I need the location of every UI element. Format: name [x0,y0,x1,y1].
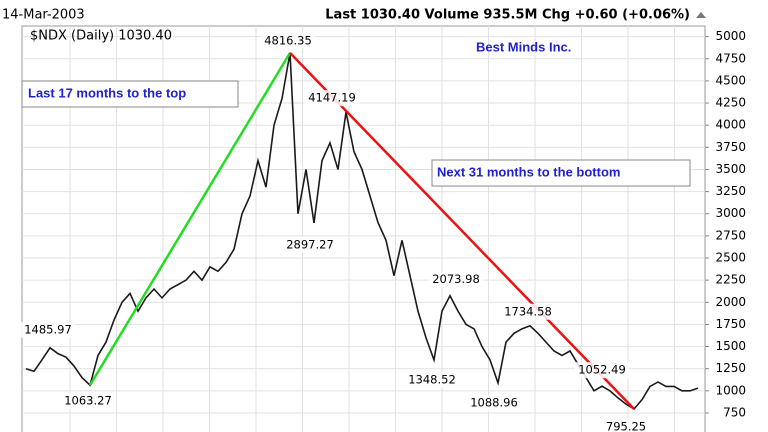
point-label-box [260,32,316,49]
y-tick-label: 3000 [715,206,746,220]
point-label: 1088.96 [470,395,518,409]
point-label-box [282,236,338,253]
point-label-box [574,362,630,379]
point-label: 1348.52 [408,372,456,386]
point-label-box [20,321,76,338]
point-label: 4147.19 [308,91,356,105]
y-tick-label: 2000 [715,295,746,309]
y-tick-label: 4500 [715,73,746,87]
y-tick-label: 3500 [715,162,746,176]
title: Best Minds Inc. [476,39,571,54]
arrow-icon [696,12,706,18]
point-label: 1734.58 [504,304,552,318]
point-label-box [500,303,556,320]
note-box [21,80,239,108]
point-label-box [466,394,522,411]
note: Next 31 months to the bottom [437,164,620,179]
trend-line [289,52,635,410]
y-tick-label: 5000 [715,29,746,43]
point-label-box [602,418,650,432]
legend: $NDX (Daily) 1030.40 [30,29,172,44]
point-label: 4816.35 [264,33,312,47]
point-label-box [60,393,116,410]
point-label: 1485.97 [24,322,72,336]
point-label: 1063.27 [64,394,112,408]
trend-line [88,52,292,386]
y-tick-label: 2750 [715,228,746,242]
point-label-box [404,371,460,388]
y-tick-label: 2250 [715,273,746,287]
y-tick-label: 3750 [715,140,746,154]
point-label-box [304,90,360,107]
y-tick-label: 4750 [715,51,746,65]
y-tick-label: 1500 [715,339,746,353]
note: Last 17 months to the top [28,85,186,100]
y-tick-label: 3250 [715,184,746,198]
y-tick-label: 1000 [715,383,746,397]
y-tick-label: 1250 [715,361,746,375]
date: 14-Mar-2003 [2,8,85,23]
point-label: 2897.27 [286,237,334,251]
point-label-box [428,271,484,288]
y-tick-label: 750 [723,405,746,419]
y-tick-label: 1750 [715,317,746,331]
header-stats: Last 1030.40 Volume 935.5M Chg +0.60 (+0… [325,8,690,23]
point-label: 2073.98 [432,272,480,286]
point-label: 795.25 [606,419,646,432]
note-box [431,159,691,187]
y-tick-label: 2500 [715,251,746,265]
point-label: 1052.49 [578,363,626,377]
y-tick-label: 4250 [715,96,746,110]
y-tick-label: 4000 [715,118,746,132]
